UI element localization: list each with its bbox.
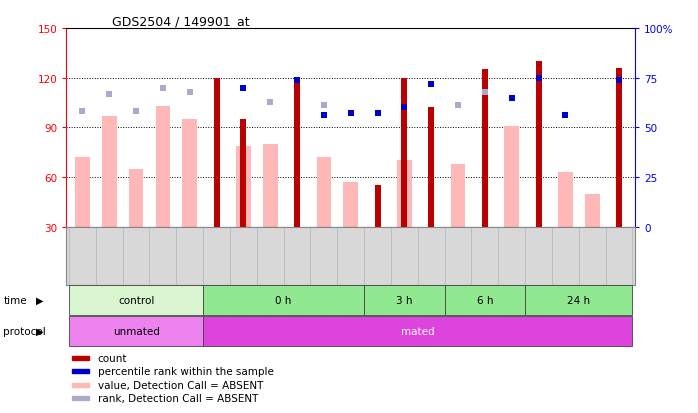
Point xyxy=(426,81,437,88)
Text: unmated: unmated xyxy=(112,326,160,337)
Bar xyxy=(397,161,412,227)
Bar xyxy=(375,186,380,227)
Point xyxy=(345,111,356,117)
Bar xyxy=(558,173,573,227)
Point xyxy=(77,109,88,116)
Point xyxy=(184,89,195,96)
Bar xyxy=(128,169,144,227)
Bar xyxy=(616,69,622,227)
Text: 0 h: 0 h xyxy=(276,295,292,306)
Text: rank, Detection Call = ABSENT: rank, Detection Call = ABSENT xyxy=(98,393,258,403)
Point xyxy=(238,85,249,92)
Text: control: control xyxy=(118,295,154,306)
Text: percentile rank within the sample: percentile rank within the sample xyxy=(98,366,274,376)
Bar xyxy=(203,286,364,316)
Point xyxy=(480,89,491,96)
Point xyxy=(292,77,303,84)
Text: protocol: protocol xyxy=(3,326,46,337)
Text: value, Detection Call = ABSENT: value, Detection Call = ABSENT xyxy=(98,380,263,389)
Bar xyxy=(535,62,542,227)
Bar xyxy=(240,120,246,227)
Point xyxy=(318,113,329,119)
Point xyxy=(533,75,544,82)
Point xyxy=(157,85,168,92)
Point xyxy=(265,99,276,106)
Bar xyxy=(72,383,89,387)
Text: mated: mated xyxy=(401,326,435,337)
Point xyxy=(131,109,142,116)
Text: 3 h: 3 h xyxy=(396,295,413,306)
Bar xyxy=(525,286,632,316)
Text: 6 h: 6 h xyxy=(477,295,493,306)
Bar xyxy=(102,116,117,227)
Bar xyxy=(482,70,488,227)
Point xyxy=(614,77,625,84)
Bar xyxy=(445,286,525,316)
Point xyxy=(452,103,463,109)
Bar xyxy=(72,370,89,373)
Text: ▶: ▶ xyxy=(36,295,44,306)
Bar xyxy=(72,396,89,400)
Text: GDS2504 / 149901_at: GDS2504 / 149901_at xyxy=(112,15,249,28)
Point xyxy=(104,91,115,97)
Bar xyxy=(401,78,408,227)
Text: 24 h: 24 h xyxy=(567,295,591,306)
Point xyxy=(399,105,410,112)
Text: time: time xyxy=(3,295,27,306)
Bar xyxy=(182,120,197,227)
Bar xyxy=(585,194,600,227)
Bar xyxy=(294,80,300,227)
Bar xyxy=(236,146,251,227)
Point xyxy=(560,113,571,119)
Point xyxy=(372,111,383,117)
Bar xyxy=(316,158,332,227)
Bar xyxy=(451,164,466,227)
Text: count: count xyxy=(98,353,127,363)
Bar xyxy=(72,356,89,360)
Bar xyxy=(69,286,203,316)
Bar xyxy=(429,108,434,227)
Point xyxy=(506,95,517,102)
Bar xyxy=(75,158,90,227)
Bar xyxy=(505,126,519,227)
Bar xyxy=(364,286,445,316)
Bar xyxy=(203,317,632,346)
Text: ▶: ▶ xyxy=(36,326,44,337)
Point xyxy=(318,103,329,109)
Bar xyxy=(343,183,358,227)
Bar xyxy=(214,78,220,227)
Bar xyxy=(263,145,278,227)
Bar xyxy=(156,107,170,227)
Bar xyxy=(69,317,203,346)
